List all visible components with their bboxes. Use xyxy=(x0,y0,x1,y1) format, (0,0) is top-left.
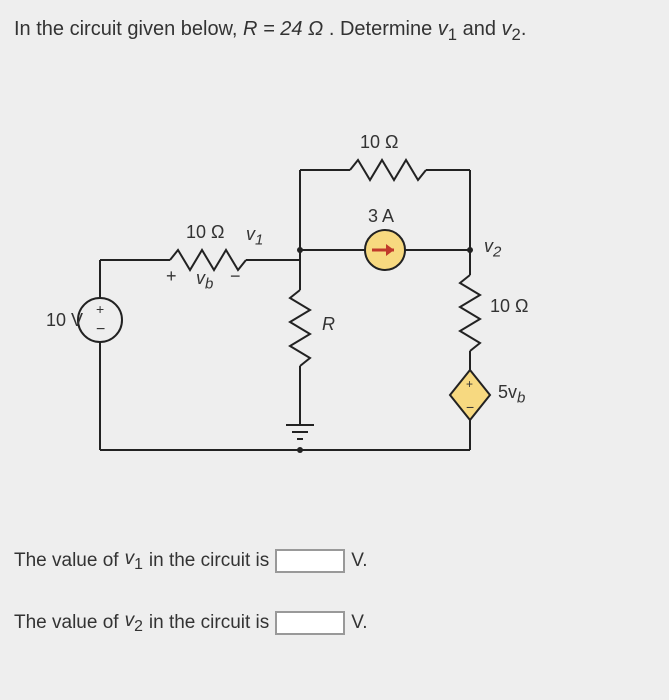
label-v1: v1 xyxy=(246,224,263,249)
svg-text:+: + xyxy=(96,301,104,317)
label-vb-plus: + xyxy=(166,266,177,287)
q-v1: v xyxy=(438,18,448,40)
q-r: R = 24 Ω xyxy=(243,18,323,40)
q-suffix: . xyxy=(521,18,527,40)
ans2-unit: V. xyxy=(351,612,367,634)
label-vb: vb xyxy=(196,268,213,293)
svg-text:+: + xyxy=(466,377,473,391)
q-and: and xyxy=(463,18,502,40)
svg-text:−: − xyxy=(96,321,105,338)
label-r-top-left: 10 Ω xyxy=(186,222,224,243)
answer-input-v2[interactable] xyxy=(275,611,345,635)
label-r-top-right: 10 Ω xyxy=(360,132,398,153)
q-v2-sub: 2 xyxy=(512,25,521,44)
q-prefix: In the circuit given below, xyxy=(14,18,243,40)
answer-input-v1[interactable] xyxy=(275,549,345,573)
q-v2: v xyxy=(502,18,512,40)
label-3a: 3 A xyxy=(368,206,394,227)
q-mid: . Determine xyxy=(329,18,438,40)
question-text: In the circuit given below, R = 24 Ω . D… xyxy=(14,18,526,45)
ans2-var: v2 xyxy=(125,610,143,636)
label-dep-src: 5vb xyxy=(498,382,525,407)
ans1-mid: in the circuit is xyxy=(149,550,269,572)
answer-row-v2: The value of v2 in the circuit is V. xyxy=(14,610,367,636)
ans2-pre: The value of xyxy=(14,612,119,634)
svg-text:−: − xyxy=(466,399,474,415)
label-vb-minus: − xyxy=(230,266,241,287)
q-v1-sub: 1 xyxy=(448,25,457,44)
label-r-right: 10 Ω xyxy=(490,296,528,317)
ans2-mid: in the circuit is xyxy=(149,612,269,634)
circuit-svg: + − + − xyxy=(60,110,590,480)
ans1-var: v1 xyxy=(125,548,143,574)
label-r-mid: R xyxy=(322,314,335,335)
ans1-pre: The value of xyxy=(14,550,119,572)
label-10v: 10 V xyxy=(46,310,83,331)
ans1-unit: V. xyxy=(351,550,367,572)
answer-row-v1: The value of v1 in the circuit is V. xyxy=(14,548,367,574)
label-v2: v2 xyxy=(484,236,501,261)
circuit-diagram: + − + − xyxy=(60,110,590,480)
